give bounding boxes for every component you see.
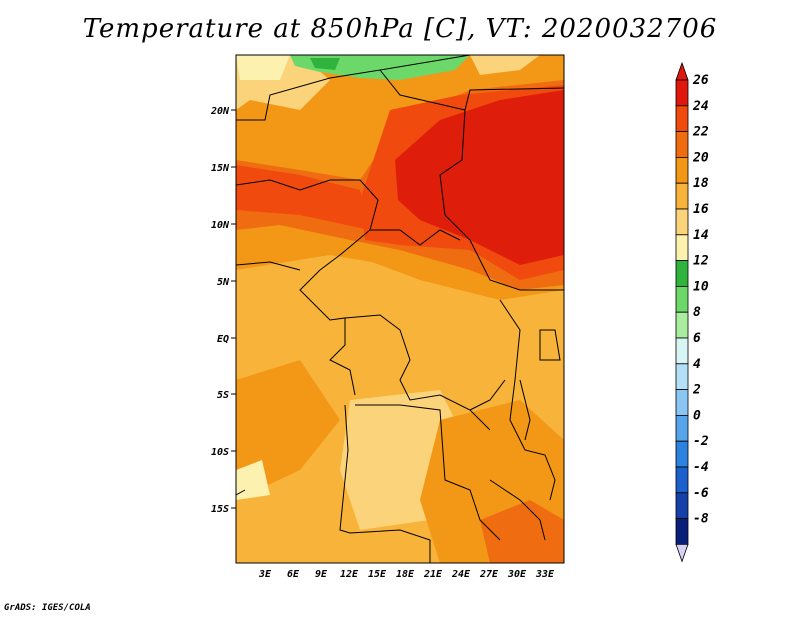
latitude-axis: 20N 15N 10N 5N EQ 5S 10S 15S bbox=[210, 106, 236, 515]
colorbar-label: 4 bbox=[693, 357, 701, 372]
lat-label: 10N bbox=[211, 220, 230, 231]
lon-label: 33E bbox=[535, 569, 555, 580]
lon-label: 3E bbox=[258, 569, 272, 580]
credit-label: GrADS: IGES/COLA bbox=[4, 603, 91, 613]
colorbar-swatch bbox=[675, 234, 689, 262]
lon-label: 6E bbox=[287, 569, 300, 580]
colorbar-label: 20 bbox=[692, 150, 709, 165]
map-frame bbox=[235, 54, 565, 564]
colorbar-label: 6 bbox=[693, 331, 701, 346]
north-darkgreen-patch bbox=[310, 58, 340, 70]
colorbar-swatch bbox=[675, 440, 689, 468]
colorbar-swatch bbox=[675, 492, 689, 519]
colorbar-swatch bbox=[675, 131, 689, 158]
colorbar-label: 10 bbox=[693, 279, 709, 294]
lat-label: 15N bbox=[211, 163, 230, 174]
colorbar-label: 26 bbox=[692, 73, 709, 88]
colorbar-swatch bbox=[675, 208, 689, 236]
colorbar-label: 24 bbox=[692, 99, 709, 114]
colorbar-label: 0 bbox=[693, 408, 701, 423]
colorbar-swatch bbox=[675, 337, 689, 365]
southeast-warm-patch bbox=[480, 500, 564, 563]
lon-label: 24E bbox=[451, 569, 471, 580]
lon-label: 18E bbox=[396, 569, 415, 580]
colorbar-label: -6 bbox=[693, 486, 709, 501]
country-borders bbox=[236, 55, 564, 563]
lon-label: 27E bbox=[479, 569, 499, 580]
lat-label: 5N bbox=[217, 277, 230, 288]
colorbar-label: 22 bbox=[692, 125, 709, 140]
colorbar-label: -2 bbox=[693, 434, 709, 449]
map-title: Temperature at 850hPa [C], VT: 202003270… bbox=[82, 14, 718, 44]
lon-label: 30E bbox=[507, 569, 527, 580]
northeast-pale-patch bbox=[470, 55, 540, 75]
colorbar-swatch bbox=[675, 389, 689, 416]
colorbar-over-arrow bbox=[675, 61, 689, 81]
colorbar-label: 12 bbox=[693, 254, 709, 269]
colorbar-under-arrow bbox=[675, 544, 689, 563]
lat-label: 15S bbox=[211, 504, 229, 515]
colorbar-swatch bbox=[675, 79, 689, 107]
colorbar-label: -8 bbox=[693, 512, 709, 527]
lon-label: 21E bbox=[423, 569, 443, 580]
colorbar-label: -4 bbox=[693, 460, 709, 475]
lon-label: 15E bbox=[368, 569, 387, 580]
lat-label: 10S bbox=[211, 447, 229, 458]
colorbar-swatch bbox=[675, 518, 689, 545]
colorbar-swatch bbox=[675, 285, 689, 313]
northwest-cream-patch bbox=[236, 55, 290, 80]
longitude-axis: 3E 6E 9E 12E 15E 18E 21E 24E 27E 30E 33E bbox=[258, 569, 555, 580]
temperature-field bbox=[235, 54, 565, 564]
colorbar-swatch bbox=[675, 156, 689, 184]
colorbar-swatch bbox=[675, 105, 689, 133]
lat-label: 5S bbox=[217, 390, 229, 401]
colorbar-label: 14 bbox=[693, 228, 709, 243]
colorbar-swatch bbox=[675, 182, 689, 210]
colorbar-swatch bbox=[675, 466, 689, 494]
lat-label: EQ bbox=[217, 334, 229, 345]
colorbar-swatch bbox=[675, 311, 689, 339]
colorbar-swatch bbox=[675, 414, 689, 442]
lon-label: 9E bbox=[315, 569, 328, 580]
lat-label: 20N bbox=[210, 106, 230, 117]
colorbar-label: 2 bbox=[692, 383, 701, 398]
colorbar-label: 18 bbox=[693, 176, 709, 191]
west-warm-band bbox=[236, 165, 370, 230]
lon-label: 12E bbox=[340, 569, 359, 580]
colorbar-swatch bbox=[675, 260, 689, 287]
colorbar-label: 8 bbox=[693, 305, 701, 320]
hot-core-band bbox=[395, 90, 564, 265]
colorbar-label: 16 bbox=[693, 202, 709, 217]
colorbar-swatch bbox=[675, 363, 689, 390]
